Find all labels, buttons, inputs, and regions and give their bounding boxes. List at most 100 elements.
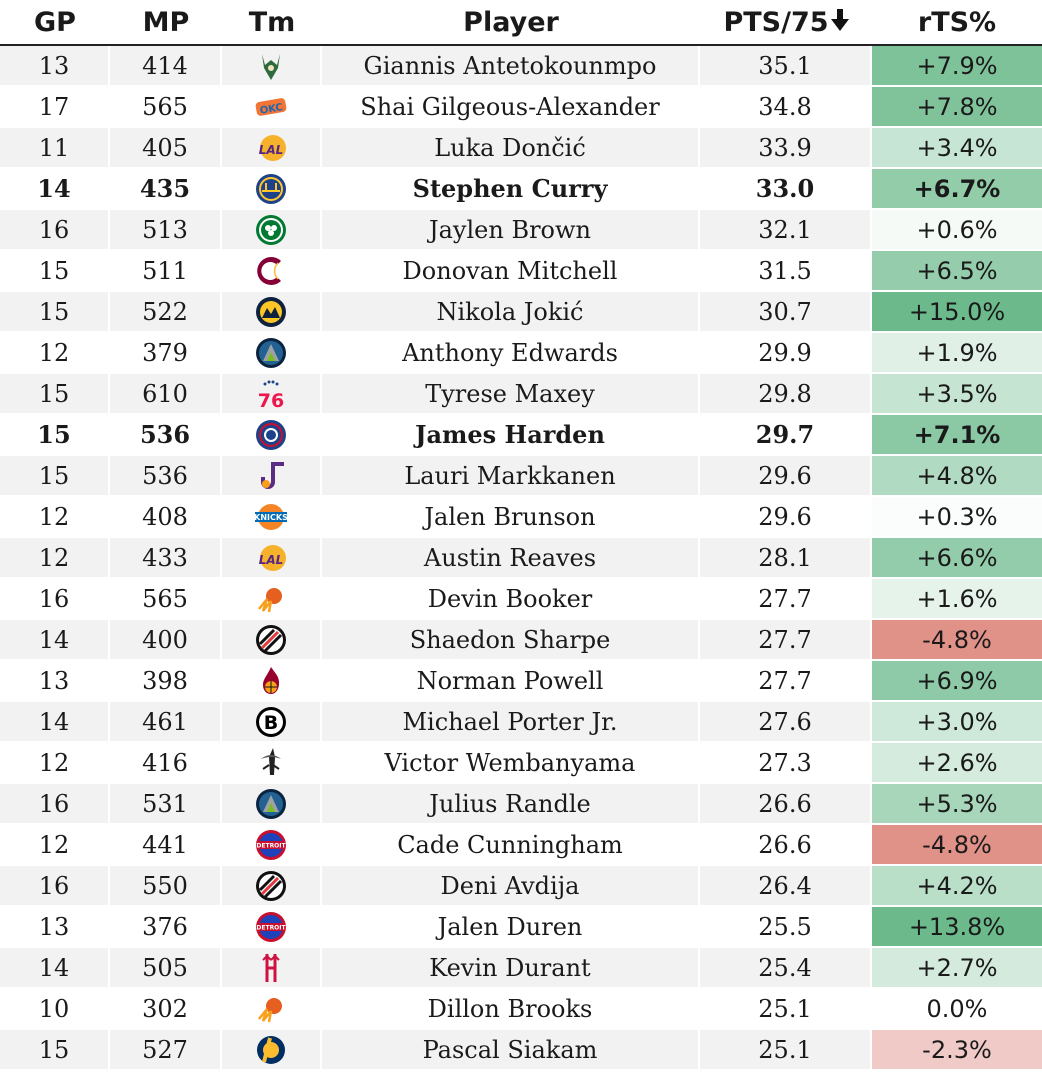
pts-cell: 25.1 (700, 1030, 872, 1071)
team-logo-icon: LAL (259, 134, 286, 161)
team-logo-icon (256, 870, 286, 901)
rts-cell: +1.9% (872, 333, 1042, 374)
team-logo-cell (222, 1030, 322, 1071)
gp-cell: 13 (0, 661, 110, 702)
gp-cell: 10 (0, 989, 110, 1030)
mp-cell: 414 (110, 46, 222, 87)
mp-cell: 531 (110, 784, 222, 825)
svg-text:KNICKS: KNICKS (254, 513, 288, 522)
player-name: Shaedon Sharpe (322, 620, 700, 661)
rts-cell: +6.9% (872, 661, 1042, 702)
mp-cell: 435 (110, 169, 222, 210)
team-logo-icon (256, 624, 286, 655)
team-logo-icon: B (256, 706, 286, 737)
gp-cell: 15 (0, 292, 110, 333)
player-name: Victor Wembanyama (322, 743, 700, 784)
rts-cell: +6.5% (872, 251, 1042, 292)
gp-cell: 14 (0, 702, 110, 743)
gp-cell: 16 (0, 784, 110, 825)
rts-cell: +3.4% (872, 128, 1042, 169)
player-name: Tyrese Maxey (322, 374, 700, 415)
team-logo-icon: DETROIT (256, 829, 287, 860)
player-name: Lauri Markkanen (322, 456, 700, 497)
player-name: Devin Booker (322, 579, 700, 620)
gp-cell: 16 (0, 579, 110, 620)
gp-header[interactable]: GP (0, 0, 110, 46)
down-arrow-icon[interactable] (830, 8, 849, 37)
mp-header[interactable]: MP (110, 0, 222, 46)
team-logo-cell (222, 333, 322, 374)
team-logo-cell: B (222, 702, 322, 743)
table-row: 16 531 Julius Randle 26.6 +5.3% (0, 784, 1042, 825)
svg-text:OKC: OKC (259, 102, 284, 117)
rts-cell: +1.6% (872, 579, 1042, 620)
gp-cell: 15 (0, 415, 110, 456)
rts-cell: +6.7% (872, 169, 1042, 210)
svg-text:DETROIT: DETROIT (256, 842, 286, 849)
table-row: 14 461 B Michael Porter Jr. 27.6 +3.0% (0, 702, 1042, 743)
mp-cell: 513 (110, 210, 222, 251)
pts-cell: 30.7 (700, 292, 872, 333)
team-logo-icon (261, 461, 284, 489)
gp-cell: 16 (0, 866, 110, 907)
rts-header[interactable]: rTS% (872, 0, 1042, 46)
rts-cell: +6.6% (872, 538, 1042, 579)
team-logo-icon (256, 296, 286, 327)
gp-cell: 14 (0, 620, 110, 661)
player-name: Jalen Brunson (322, 497, 700, 538)
pts-cell: 33.9 (700, 128, 872, 169)
mp-cell: 511 (110, 251, 222, 292)
pts-cell: 29.9 (700, 333, 872, 374)
svg-text:76: 76 (258, 390, 284, 412)
rts-cell: 0.0% (872, 989, 1042, 1030)
table-row: 15 527 Pascal Siakam 25.1 -2.3% (0, 1030, 1042, 1071)
table-row: 10 302 Dillon Brooks 25.1 0.0% (0, 989, 1042, 1030)
rts-cell: -4.8% (872, 825, 1042, 866)
rts-cell: +2.6% (872, 743, 1042, 784)
rts-cell: +4.2% (872, 866, 1042, 907)
team-logo-icon: OKC (255, 97, 287, 117)
svg-text:DETROIT: DETROIT (256, 924, 286, 931)
mp-cell: 505 (110, 948, 222, 989)
pts-cell: 31.5 (700, 251, 872, 292)
mp-cell: 536 (110, 456, 222, 497)
team-logo-cell: KNICKS (222, 497, 322, 538)
mp-cell: 405 (110, 128, 222, 169)
table-row: 14 505 Kevin Durant 25.4 +2.7% (0, 948, 1042, 989)
table-row: 13 376 DETROIT Jalen Duren 25.5 +13.8% (0, 907, 1042, 948)
pts-header-label: PTS/75 (723, 6, 829, 38)
table-row: 17 565 OKC Shai Gilgeous-Alexander 34.8 +7.8% (0, 87, 1042, 128)
pts-cell: 26.6 (700, 825, 872, 866)
player-name: Kevin Durant (322, 948, 700, 989)
team-logo-icon (256, 337, 286, 368)
team-logo-icon: KNICKS (254, 503, 288, 530)
mp-cell: 400 (110, 620, 222, 661)
pts-cell: 25.5 (700, 907, 872, 948)
team-logo-icon: DETROIT (256, 911, 287, 942)
player-name: Dillon Brooks (322, 989, 700, 1030)
team-logo-icon (256, 419, 286, 450)
team-logo-cell: DETROIT (222, 907, 322, 948)
table-row: 13 398 Norman Powell 27.7 +6.9% (0, 661, 1042, 702)
mp-cell: 416 (110, 743, 222, 784)
mp-cell: 522 (110, 292, 222, 333)
table-header: GP MP Tm Player PTS/75 rTS% (0, 0, 1042, 46)
gp-cell: 12 (0, 825, 110, 866)
player-header[interactable]: Player (322, 0, 700, 46)
mp-cell: 536 (110, 415, 222, 456)
pts-cell: 27.3 (700, 743, 872, 784)
team-header[interactable]: Tm (222, 0, 322, 46)
mp-cell: 441 (110, 825, 222, 866)
gp-cell: 11 (0, 128, 110, 169)
mp-cell: 379 (110, 333, 222, 374)
pts-cell: 32.1 (700, 210, 872, 251)
team-logo-icon (258, 997, 282, 1022)
gp-cell: 13 (0, 46, 110, 87)
pts-cell: 26.4 (700, 866, 872, 907)
player-name: Luka Dončić (322, 128, 700, 169)
player-name: Jalen Duren (322, 907, 700, 948)
mp-cell: 408 (110, 497, 222, 538)
table-row: 16 513 Jaylen Brown 32.1 +0.6% (0, 210, 1042, 251)
pts-header[interactable]: PTS/75 (700, 0, 872, 46)
